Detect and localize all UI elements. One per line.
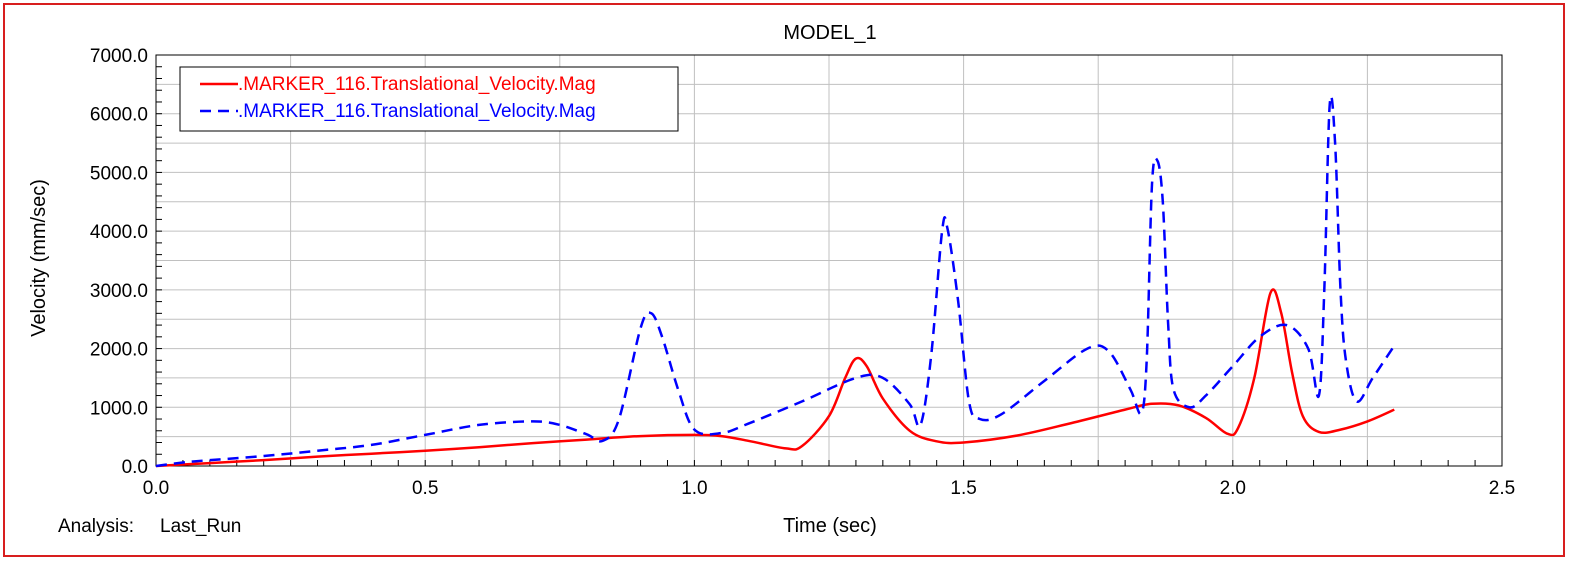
y-tick-label: 6000.0 bbox=[90, 105, 148, 126]
y-tick-label: 4000.0 bbox=[90, 222, 148, 243]
x-tick-label: 1.5 bbox=[950, 478, 976, 499]
y-tick-labels: 0.0 1000.0 2000.0 3000.0 4000.0 5000.0 6000.0 7… bbox=[90, 46, 148, 478]
y-tick-label: 3000.0 bbox=[90, 281, 148, 302]
y-tick-label: 7000.0 bbox=[90, 46, 148, 67]
x-tick-label: 2.0 bbox=[1220, 478, 1246, 499]
x-tick-label: 0.0 bbox=[143, 478, 169, 499]
grid-lines bbox=[156, 55, 1502, 466]
x-tick-label: 0.5 bbox=[412, 478, 438, 499]
analysis-value: Last_Run bbox=[160, 516, 241, 537]
x-axis-label: Time (sec) bbox=[783, 515, 877, 537]
x-tick-label: 1.0 bbox=[681, 478, 707, 499]
legend-label-series-2: .MARKER_116.Translational_Velocity.Mag bbox=[238, 101, 596, 122]
y-axis-label: Velocity (mm/sec) bbox=[28, 179, 50, 337]
x-tick-label: 2.5 bbox=[1489, 478, 1515, 499]
legend-box bbox=[179, 66, 679, 132]
series-line-1 bbox=[155, 288, 1395, 468]
legend-label-series-1: .MARKER_116.Translational_Velocity.Mag bbox=[238, 74, 596, 95]
y-tick-label: 5000.0 bbox=[90, 163, 148, 184]
analysis-label: Analysis: bbox=[58, 516, 134, 537]
y-tick-label: 0.0 bbox=[122, 457, 148, 478]
y-tick-label: 2000.0 bbox=[90, 340, 148, 361]
series-line-2 bbox=[155, 95, 1396, 468]
x-tick-labels: 0.0 0.5 1.0 1.5 2.0 2.5 bbox=[143, 478, 1515, 499]
series-layer bbox=[155, 95, 1396, 468]
legend: .MARKER_116.Translational_Velocity.Mag .… bbox=[179, 66, 679, 132]
minor-ticks bbox=[156, 66, 1503, 466]
chart-title: MODEL_1 bbox=[783, 22, 876, 44]
y-tick-label: 1000.0 bbox=[90, 398, 148, 419]
